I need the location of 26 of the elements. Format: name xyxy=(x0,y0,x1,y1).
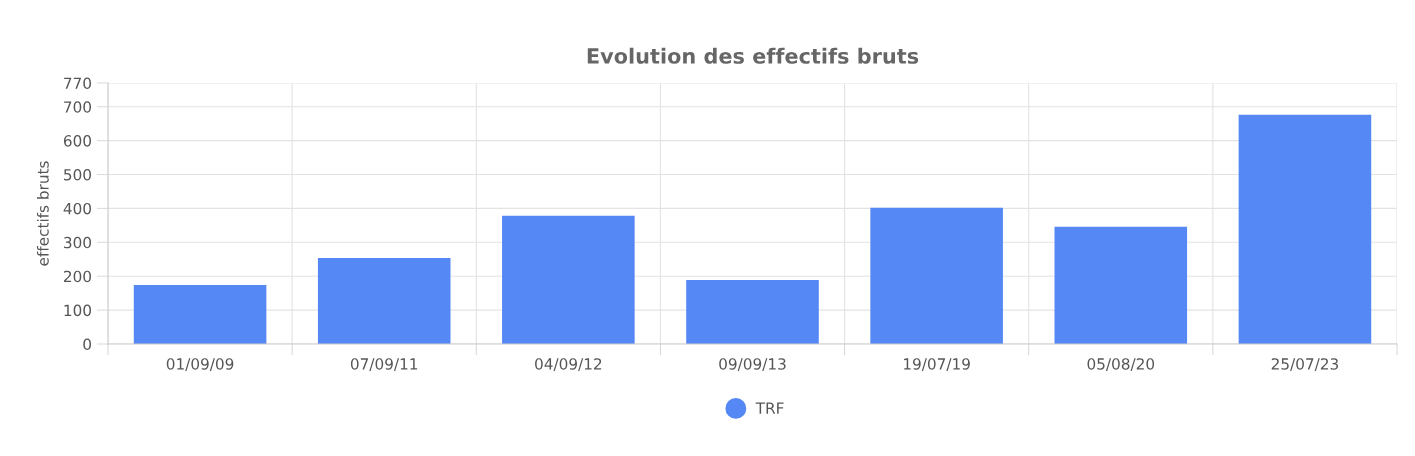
y-tick-label: 500 xyxy=(64,168,92,181)
x-tick-label: 09/09/13 xyxy=(719,358,786,371)
legend-label: TRF xyxy=(755,402,784,414)
bar xyxy=(1054,226,1188,344)
bar xyxy=(133,285,267,344)
y-tick-label: 400 xyxy=(63,202,92,215)
x-tick-label: 19/07/19 xyxy=(904,358,970,371)
bar xyxy=(870,207,1003,344)
y-tick-label: 600 xyxy=(63,135,92,147)
bar xyxy=(502,215,635,344)
y-tick-label: 300 xyxy=(64,236,92,249)
y-tick-label: 770 xyxy=(64,77,92,90)
y-tick-label: 200 xyxy=(63,270,92,283)
x-tick-label: 01/09/09 xyxy=(166,358,234,371)
chart-title: Evolution des effectifs bruts xyxy=(587,47,919,64)
bar xyxy=(686,279,819,344)
x-tick-label: 25/07/23 xyxy=(1271,358,1339,371)
y-tick-label: 0 xyxy=(83,338,92,351)
x-tick-label: 05/08/20 xyxy=(1087,358,1155,371)
y-tick-label: 700 xyxy=(64,101,92,113)
y-tick-label: 100 xyxy=(64,304,92,317)
y-axis-title: effectifs bruts xyxy=(36,161,49,266)
bar xyxy=(1238,114,1372,344)
x-tick-label: 07/09/11 xyxy=(350,358,418,371)
bar xyxy=(317,257,451,344)
x-tick-label: 04/09/12 xyxy=(535,358,602,371)
